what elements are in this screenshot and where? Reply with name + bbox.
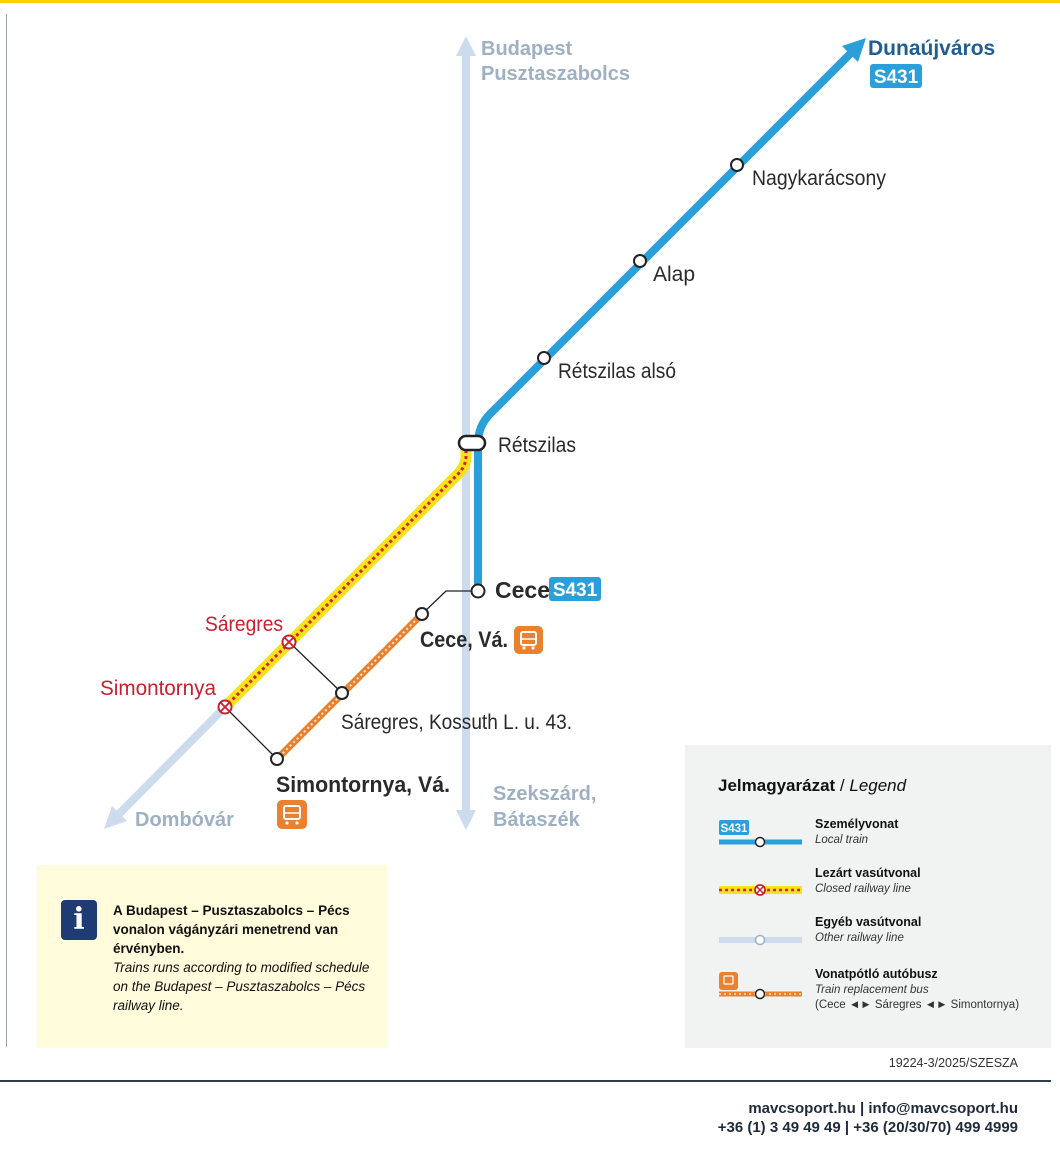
line-badge-s431-dunaujvaros: S431: [870, 64, 922, 88]
info-text-english: Trains runs according to modified schedu…: [113, 960, 370, 1013]
destination-bataszek: Bátaszék: [493, 809, 581, 831]
top-accent-bar: [0, 0, 1060, 3]
bus-stop-dot-simontornya-va: [270, 752, 284, 766]
station-label-retszilas: Rétszilas: [498, 434, 576, 457]
arrow-south-icon: [456, 810, 476, 830]
legend-item-closed-railway: Lezárt vasútvonal Closed railway line: [815, 866, 921, 895]
info-text-hungarian: A Budapest – Pusztaszabolcs – Pécs vonal…: [113, 903, 350, 956]
legend-swatches: S431: [719, 820, 802, 1000]
arrow-north-icon: [456, 36, 476, 56]
legend-title-en: Legend: [849, 776, 907, 795]
other-railway-north-south: [456, 36, 476, 830]
destination-szekszard: Szekszárd,: [493, 783, 596, 805]
destination-budapest: Budapest: [481, 38, 572, 60]
legend-item-note: (Cece ◄► Sáregres ◄► Simontornya): [815, 999, 1020, 1011]
station-label-simontornya-closed: Simontornya: [100, 677, 216, 700]
legend-item-local-train: Személyvonat Local train: [815, 817, 898, 846]
contact-web-email[interactable]: mavcsoport.hu | info@mavcsoport.hu: [748, 1100, 1018, 1117]
legend-item-label: Vonatpótló autóbusz: [815, 967, 938, 981]
info-icon: i: [61, 900, 97, 940]
other-railway-dombovar: [104, 704, 228, 829]
closed-railway-line: [221, 444, 472, 711]
legend-title: Jelmagyarázat / Legend: [718, 776, 906, 796]
station-label-nagykaracsony: Nagykarácsony: [752, 167, 886, 190]
contact-phones[interactable]: +36 (1) 3 49 49 49 | +36 (20/30/70) 499 …: [717, 1119, 1018, 1136]
legend-swatch-local-train: S431: [719, 820, 802, 848]
destination-pusztaszabolcs: Pusztaszabolcs: [481, 63, 630, 85]
bus-stop-label-simontornya-va: Simontornya, Vá.: [276, 772, 450, 797]
closed-station-icon: [281, 634, 297, 650]
legend-swatch-closed-railway: [719, 884, 802, 896]
station-label-saregres-closed: Sáregres: [205, 613, 283, 636]
station-markers: [217, 158, 744, 766]
svg-text:S431: S431: [553, 580, 598, 601]
arrow-southwest-icon: [104, 806, 127, 829]
svg-text:S431: S431: [721, 823, 748, 835]
legend-item-sublabel: Closed railway line: [815, 883, 911, 895]
svg-text:S431: S431: [874, 67, 919, 88]
legend-title-hu: Jelmagyarázat: [718, 776, 836, 795]
legend-item-other-railway: Egyéb vasútvonal Other railway line: [815, 915, 921, 944]
line-badge-s431-cece: S431: [549, 577, 601, 601]
replacement-bus-route: [274, 611, 425, 762]
bus-stop-dot-cece-va: [415, 607, 429, 621]
station-dot-alap: [633, 254, 647, 268]
bus-stop-dot-saregres: [335, 686, 349, 700]
document-id: 19224-3/2025/SZESZA: [888, 1056, 1018, 1070]
legend-swatch-replacement-bus: [719, 972, 802, 1000]
bus-stop-label-cece-va: Cece, Vá.: [420, 627, 508, 652]
destination-dunaujvaros: Dunaújváros: [868, 37, 995, 60]
station-label-alap: Alap: [653, 263, 695, 286]
walking-connectors: [224, 590, 478, 760]
legend-swatch-other-railway: [719, 934, 802, 946]
station-dot-cece: [470, 583, 486, 599]
legend-item-label: Lezárt vasútvonal: [815, 866, 921, 880]
station-interchange-retszilas: [457, 434, 487, 452]
station-dot-retszilas-also: [537, 351, 551, 365]
info-text: A Budapest – Pusztaszabolcs – Pécs vonal…: [113, 901, 373, 1015]
station-label-cece: Cece: [495, 577, 550, 603]
legend-item-label: Személyvonat: [815, 817, 899, 831]
legend-item-sublabel: Other railway line: [815, 932, 904, 944]
bus-icon: [277, 800, 307, 829]
station-dot-nagykaracsony: [730, 158, 744, 172]
bus-icon: [514, 626, 543, 654]
closed-station-icon: [217, 699, 233, 715]
legend-item-replacement-bus: Vonatpótló autóbusz Train replacement bu…: [815, 967, 1019, 1011]
legend-item-label: Egyéb vasútvonal: [815, 915, 922, 929]
left-margin-rule: [6, 14, 7, 1047]
station-label-retszilas-also: Rétszilas alsó: [558, 360, 676, 383]
bus-stop-label-saregres-kossuth: Sáregres, Kossuth L. u. 43.: [341, 711, 572, 734]
legend-item-sublabel: Train replacement bus: [815, 984, 929, 996]
destination-dombovar: Dombóvár: [135, 809, 234, 831]
footer-divider: [0, 1080, 1051, 1082]
legend-item-sublabel: Local train: [815, 834, 869, 846]
info-notice: i A Budapest – Pusztaszabolcs – Pécs von…: [37, 865, 387, 1048]
arrow-northeast-icon: [842, 38, 866, 62]
legend-panel: Jelmagyarázat / Legend S431: [685, 745, 1051, 1048]
contact-info: mavcsoport.hu | info@mavcsoport.hu +36 (…: [718, 1099, 1018, 1137]
legend-title-separator: /: [835, 776, 850, 795]
local-train-line-s431: [474, 38, 866, 591]
